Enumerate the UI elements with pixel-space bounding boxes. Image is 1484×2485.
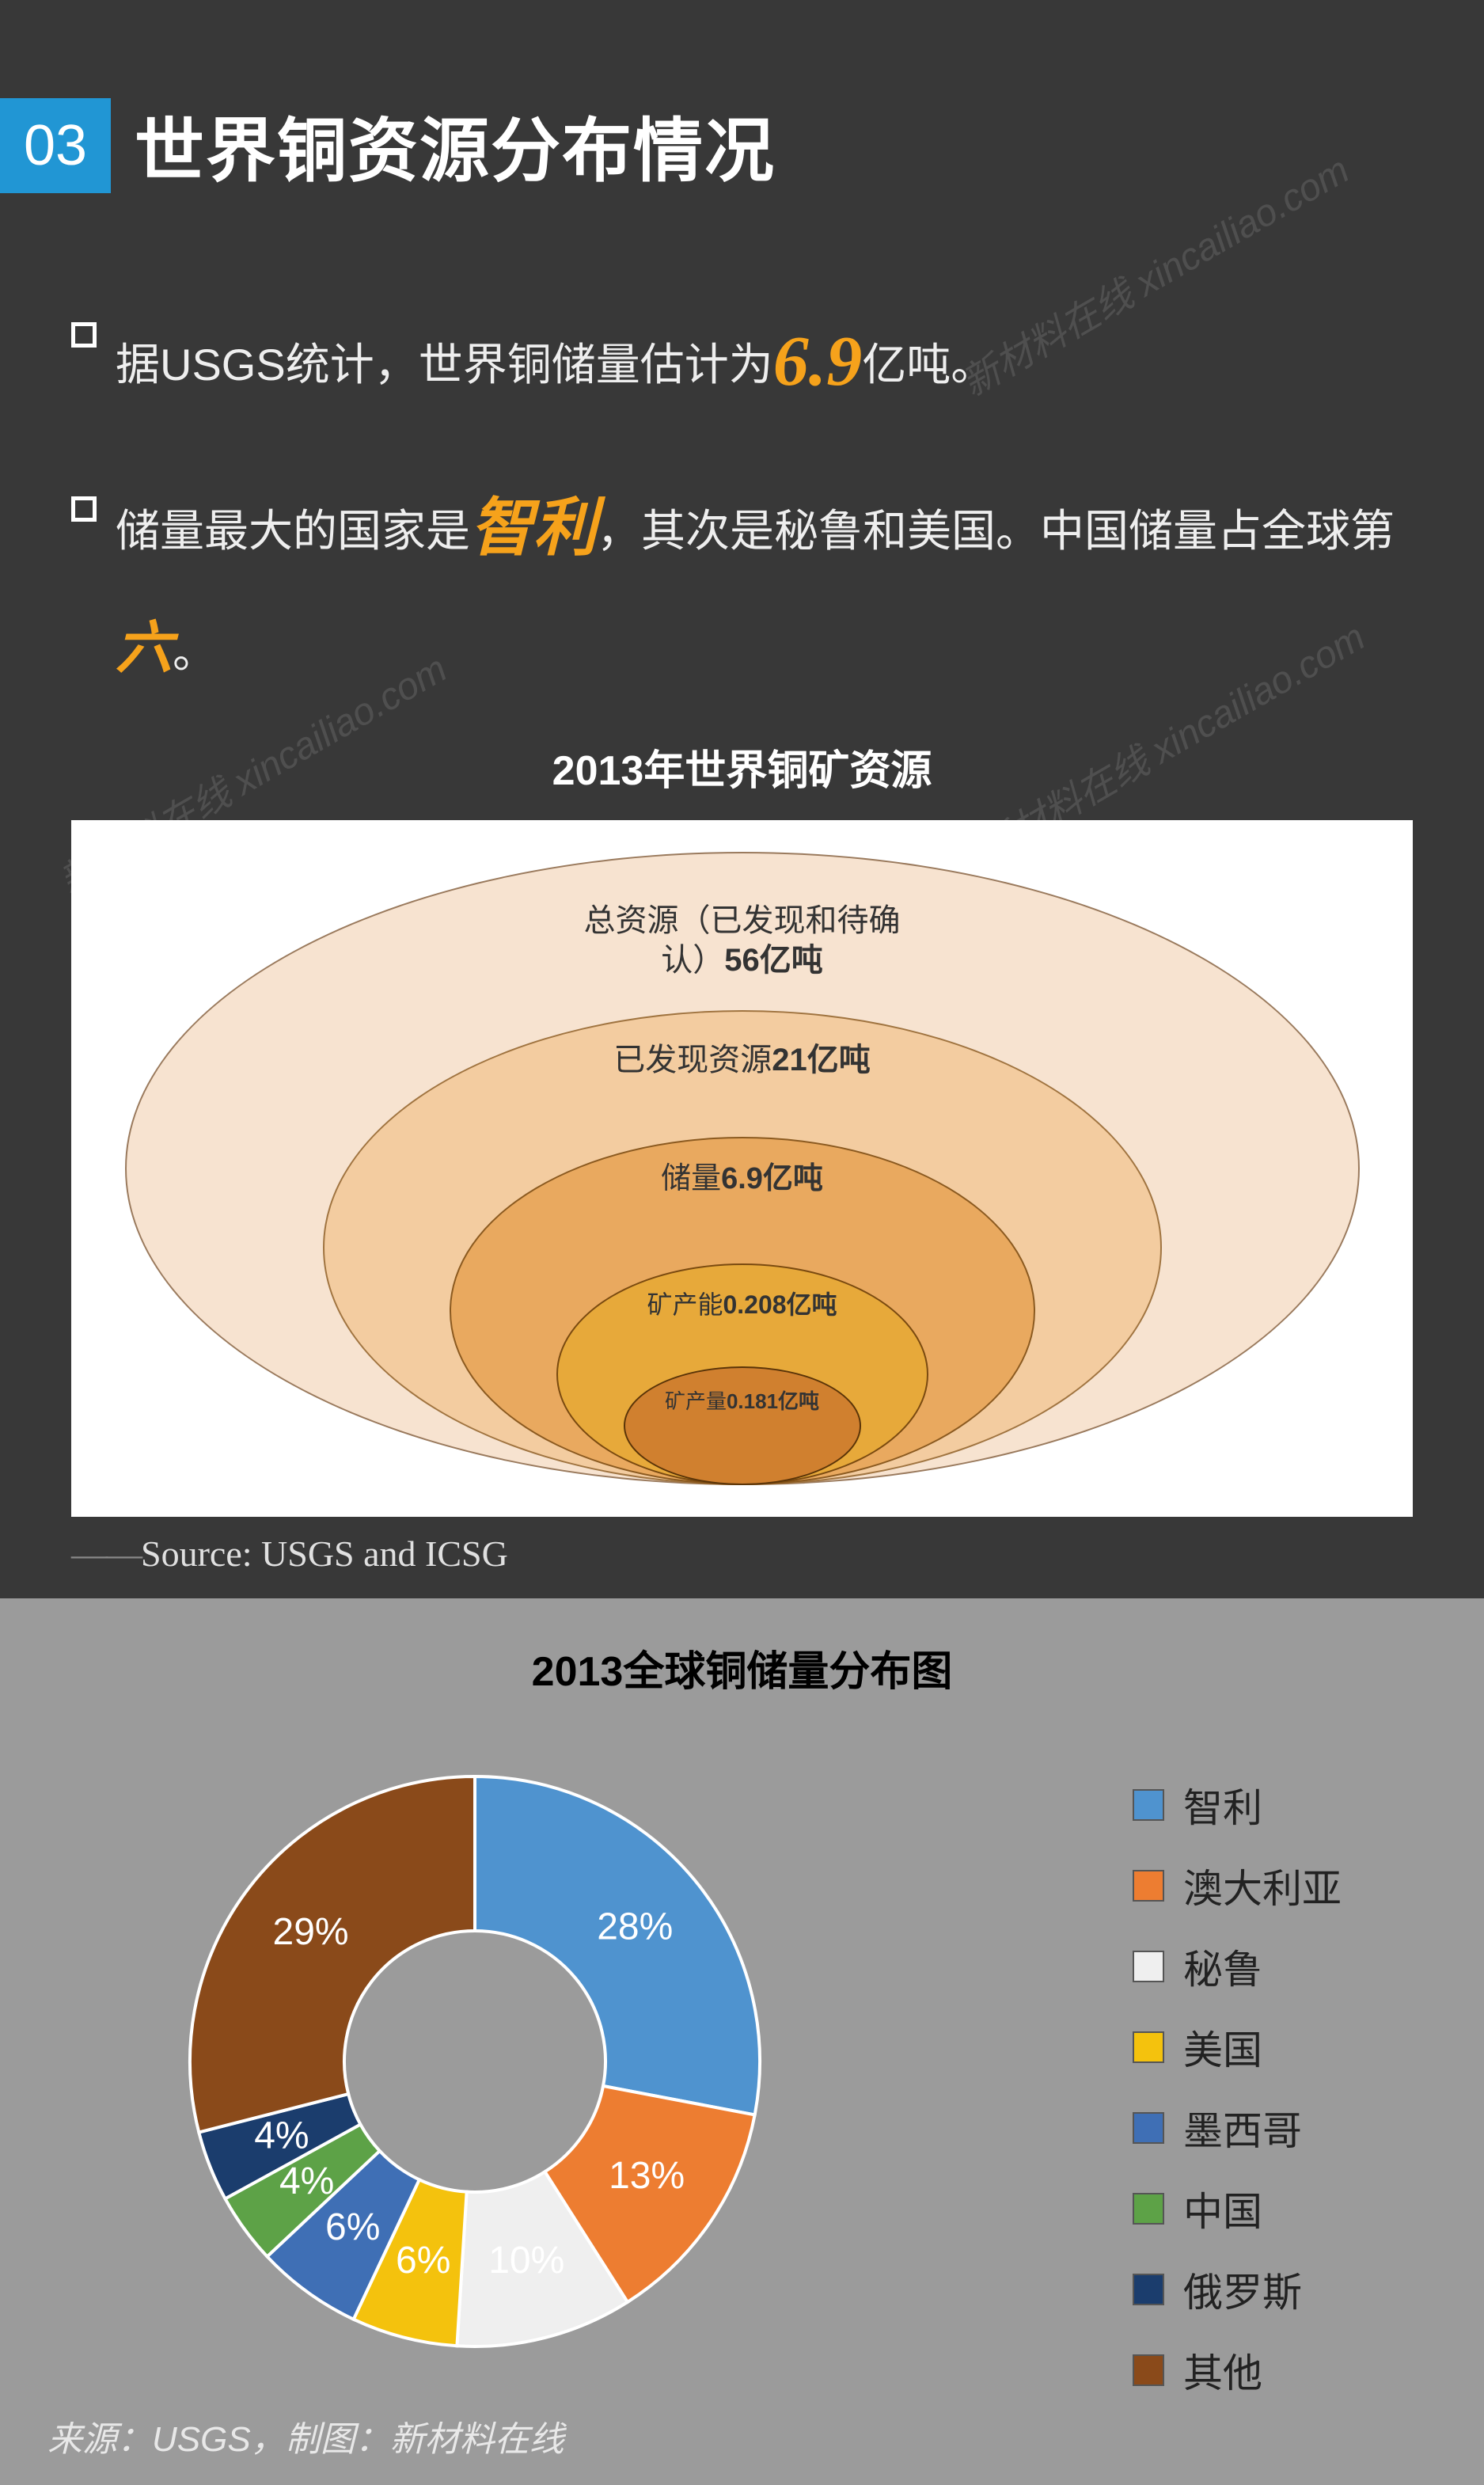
text-segment: 据USGS统计，世界铜储量估计为 xyxy=(116,340,773,389)
legend-label: 美国 xyxy=(1183,2019,1262,2076)
bullet-text: 储量最大的国家是智利，其次是秘鲁和美国。中国储量占全球第六。 xyxy=(116,465,1413,705)
nested-ellipse-label: 已发现资源21亿吨 xyxy=(325,1040,1160,1080)
bullet-marker-icon xyxy=(71,496,97,522)
donut-slice xyxy=(190,1776,475,2133)
legend-item: 美国 xyxy=(1133,2019,1342,2076)
text-segment: 。 xyxy=(173,627,217,677)
donut-slice-label: 4% xyxy=(279,2160,334,2202)
text-segment: 亿吨。 xyxy=(862,340,995,389)
legend-item: 秘鲁 xyxy=(1133,1938,1342,1995)
donut-chart-svg: 28%13%10%6%6%4%4%29% xyxy=(127,1745,839,2378)
legend-item: 其他 xyxy=(1133,2342,1342,2399)
highlight-word: 智利 xyxy=(470,492,597,563)
donut-chart-title: 2013全球铜储量分布图 xyxy=(0,1638,1484,1697)
donut-legend: 智利澳大利亚秘鲁美国墨西哥中国俄罗斯其他 xyxy=(1133,1776,1342,2422)
legend-item: 澳大利亚 xyxy=(1133,1857,1342,1914)
nested-ellipse-label: 总资源（已发现和待确认）56亿吨 xyxy=(127,901,1358,980)
donut-section: 2013全球铜储量分布图 28%13%10%6%6%4%4%29% 智利澳大利亚… xyxy=(0,1598,1484,2485)
donut-slice-label: 6% xyxy=(325,2206,380,2248)
text-segment: 储量最大的国家是 xyxy=(116,506,470,556)
legend-swatch xyxy=(1133,1789,1164,1821)
nested-chart-source: ——Source: USGS and ICSG xyxy=(71,1533,1484,1575)
legend-label: 秘鲁 xyxy=(1183,1938,1262,1995)
legend-swatch xyxy=(1133,2031,1164,2063)
bullet-text: 据USGS统计，世界铜储量估计为6.9亿吨。 xyxy=(116,291,1413,433)
legend-item: 智利 xyxy=(1133,1776,1342,1833)
legend-label: 墨西哥 xyxy=(1183,2099,1302,2156)
section-title: 世界铜资源分布情况 xyxy=(135,95,776,196)
legend-swatch xyxy=(1133,2274,1164,2305)
legend-swatch xyxy=(1133,1870,1164,1902)
highlight-word: 六 xyxy=(116,617,173,680)
nested-ellipse-label: 储量6.9亿吨 xyxy=(451,1161,1034,1199)
legend-item: 俄罗斯 xyxy=(1133,2261,1342,2318)
legend-swatch xyxy=(1133,2112,1164,2144)
donut-slice-label: 13% xyxy=(609,2155,685,2197)
bullet-item: 据USGS统计，世界铜储量估计为6.9亿吨。 xyxy=(71,291,1413,433)
text-segment: ，其次是秘鲁和美国。中国储量占全球第 xyxy=(597,506,1395,556)
legend-label: 其他 xyxy=(1183,2342,1262,2399)
section-header: 03 世界铜资源分布情况 xyxy=(0,95,1484,196)
legend-swatch xyxy=(1133,2193,1164,2225)
donut-source-footer: 来源：USGS，制图：新材料在线 xyxy=(47,2411,564,2461)
legend-swatch xyxy=(1133,2354,1164,2386)
legend-label: 智利 xyxy=(1183,1776,1262,1833)
nested-chart-title: 2013年世界铜矿资源 xyxy=(0,737,1484,796)
donut-slice-label: 10% xyxy=(488,2240,564,2282)
legend-label: 澳大利亚 xyxy=(1183,1857,1342,1914)
donut-chart-area: 28%13%10%6%6%4%4%29% 智利澳大利亚秘鲁美国墨西哥中国俄罗斯其… xyxy=(0,1745,1484,2378)
donut-slice-label: 29% xyxy=(273,1911,349,1953)
nested-ellipse: 矿产量0.181亿吨 xyxy=(624,1366,861,1485)
nested-ellipse-label: 矿产能0.208亿吨 xyxy=(558,1289,927,1320)
donut-slice-label: 6% xyxy=(396,2240,450,2282)
section-number-badge: 03 xyxy=(0,98,111,193)
nested-chart-panel: 总资源（已发现和待确认）56亿吨已发现资源21亿吨储量6.9亿吨矿产能0.208… xyxy=(71,820,1413,1517)
highlight-number: 6.9 xyxy=(773,322,863,401)
donut-slice-label: 28% xyxy=(597,1906,673,1947)
source-dash: —— xyxy=(71,1533,141,1574)
legend-item: 墨西哥 xyxy=(1133,2099,1342,2156)
donut-slice-label: 4% xyxy=(254,2115,309,2156)
bullet-item: 储量最大的国家是智利，其次是秘鲁和美国。中国储量占全球第六。 xyxy=(71,465,1413,705)
source-text: Source: USGS and ICSG xyxy=(141,1533,508,1574)
bullet-list: 据USGS统计，世界铜储量估计为6.9亿吨。 储量最大的国家是智利，其次是秘鲁和… xyxy=(71,291,1413,705)
legend-label: 俄罗斯 xyxy=(1183,2261,1302,2318)
nested-ellipse-label: 矿产量0.181亿吨 xyxy=(625,1389,860,1415)
bullet-marker-icon xyxy=(71,322,97,348)
legend-label: 中国 xyxy=(1183,2180,1262,2237)
legend-swatch xyxy=(1133,1951,1164,1982)
legend-item: 中国 xyxy=(1133,2180,1342,2237)
